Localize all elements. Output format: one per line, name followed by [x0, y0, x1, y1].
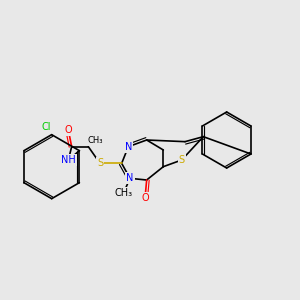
Text: O: O	[141, 193, 149, 203]
Text: N: N	[126, 173, 134, 183]
Text: CH₃: CH₃	[114, 188, 132, 198]
Text: CH₃: CH₃	[87, 136, 103, 145]
Text: N: N	[124, 142, 132, 152]
Text: Cl: Cl	[42, 122, 51, 132]
Text: S: S	[178, 155, 185, 165]
Text: NH: NH	[61, 155, 76, 165]
Text: S: S	[97, 158, 103, 168]
Text: O: O	[64, 125, 72, 135]
